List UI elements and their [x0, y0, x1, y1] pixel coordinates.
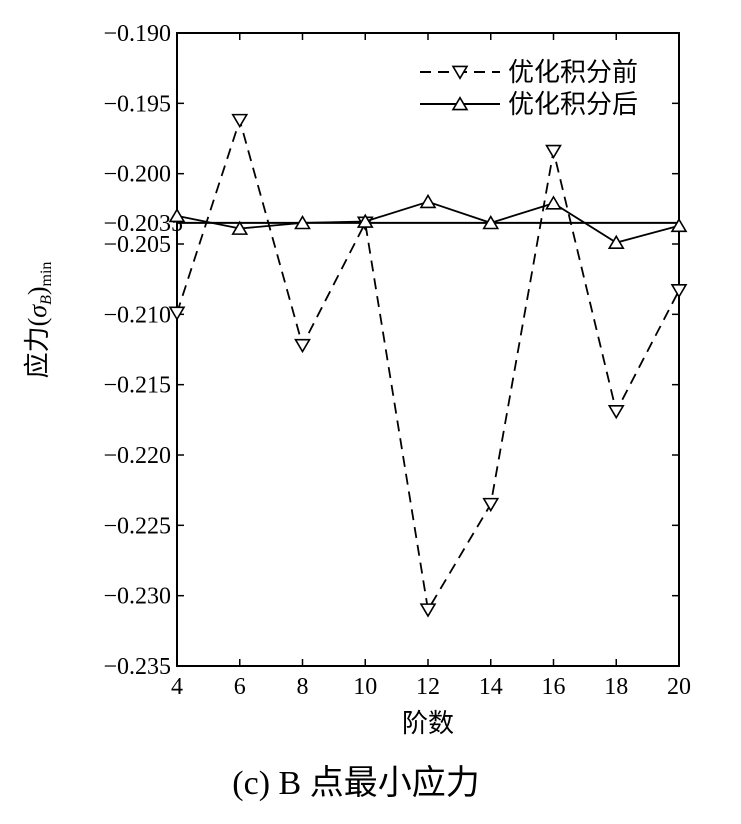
legend-marker-after	[451, 96, 469, 111]
legend-label-before: 优化积分前	[508, 58, 638, 87]
y-axis-title-main: 应力(	[23, 318, 52, 379]
series-before-line	[176, 117, 680, 613]
y-tick-label: −0.200	[103, 162, 171, 188]
y-tick-label: −0.215	[103, 373, 171, 399]
x-tick-label: 10	[353, 674, 377, 700]
series-after-point	[168, 207, 186, 223]
x-tick-label: 8	[297, 674, 309, 700]
y-tick-label: −0.220	[103, 443, 171, 469]
y-tick-label: −0.235	[103, 654, 171, 680]
series-after-point	[356, 213, 374, 228]
series-before-point	[419, 603, 437, 618]
y-tick-label: −0.195	[103, 91, 171, 117]
x-tick-label: 6	[234, 674, 246, 700]
series-after-point	[419, 193, 437, 209]
y-tick-label: −0.230	[103, 584, 171, 610]
series-after-point	[231, 220, 249, 235]
y-axis-title-sub-beta: B	[38, 295, 55, 305]
series-before-point	[607, 404, 625, 420]
series-after-point	[670, 217, 688, 233]
series-before-point	[545, 144, 562, 160]
ticks: 4 6 8 10 12 14 16 18 20−0.190−0.195−0.200−0.205−…	[103, 21, 691, 700]
y-tick-label: −0.205	[103, 232, 171, 258]
series-before-point	[294, 338, 311, 354]
y-tick-label: −0.190	[103, 21, 171, 47]
reference-line-label: −0.2035	[103, 211, 183, 237]
y-axis-title-sub-min: min	[38, 262, 55, 287]
series-after-point	[607, 234, 625, 249]
axes	[176, 32, 680, 667]
series-before-point	[231, 113, 249, 129]
x-tick-label: 18	[604, 674, 628, 700]
legend-label-after: 优化积分后	[508, 90, 638, 119]
y-axis-title: 应力(σB)min	[23, 262, 55, 379]
x-tick-label: 16	[542, 674, 566, 700]
y-tick-label: −0.225	[103, 513, 171, 539]
series-after-point	[294, 215, 311, 230]
y-axis-title-sigma: σ	[23, 304, 52, 318]
series-before-point	[670, 284, 688, 299]
x-tick-label: 14	[479, 674, 503, 700]
series-before-point	[168, 306, 186, 321]
x-tick-label: 4	[171, 674, 183, 700]
y-tick-label: −0.210	[103, 302, 171, 328]
figure-caption: (c) B 点最小应力	[232, 764, 479, 802]
x-tick-label: 12	[416, 674, 440, 700]
x-tick-label: 20	[667, 674, 691, 700]
legend-marker-before	[451, 65, 469, 80]
series	[168, 113, 688, 618]
legend: 优化积分前 优化积分后	[420, 58, 638, 119]
series-after-point	[545, 195, 562, 210]
plot-frame	[176, 32, 680, 667]
x-axis-title: 阶数	[402, 709, 454, 738]
series-after-point	[482, 215, 500, 230]
series-before-point	[482, 497, 500, 513]
y-axis-title-close: )	[23, 286, 52, 295]
